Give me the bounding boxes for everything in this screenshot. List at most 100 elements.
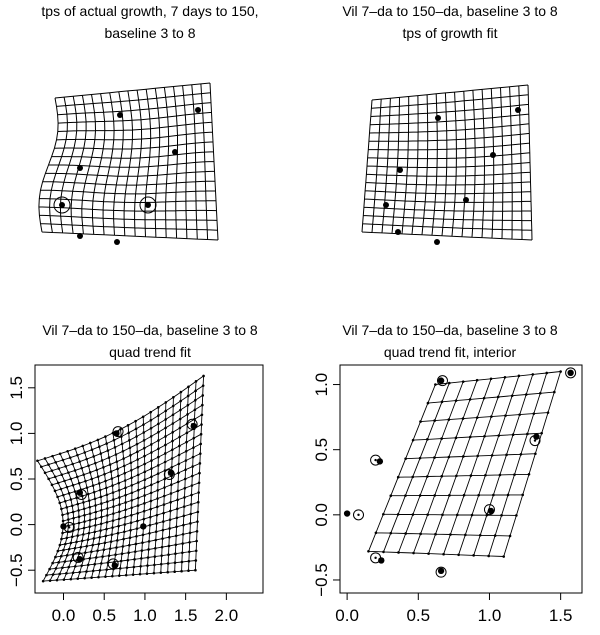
grid-node [108, 547, 112, 550]
grid-node [47, 463, 50, 466]
grid-node [478, 533, 482, 537]
grid-node [104, 534, 108, 538]
grid-node [184, 468, 187, 472]
grid-node [136, 504, 140, 507]
grid-node [73, 546, 77, 550]
deformation-grid-2 [361, 84, 533, 241]
grid-node [177, 453, 181, 457]
grid-node [197, 481, 201, 485]
grid-node [135, 527, 139, 530]
grid-node [61, 519, 65, 523]
grid-node [53, 489, 57, 493]
landmark-point [437, 567, 445, 575]
grid-node [506, 493, 510, 497]
grid-node [194, 549, 198, 553]
grid-node [51, 454, 54, 458]
grid-node [63, 560, 67, 563]
grid-node [129, 461, 133, 465]
grid-node [68, 456, 72, 459]
grid-node [69, 577, 73, 581]
grid-node [60, 537, 63, 541]
grid-node [519, 452, 523, 456]
landmark-open-center [357, 513, 360, 517]
grid-node [98, 488, 102, 492]
grid-node [105, 500, 109, 503]
grid-node [98, 445, 101, 449]
grid-node [475, 378, 479, 382]
grid-node [490, 415, 493, 418]
grid-node [62, 493, 65, 497]
grid-node [490, 454, 494, 457]
landmark-open-circle [63, 521, 75, 533]
grid-node [88, 441, 92, 445]
grid-node [131, 573, 135, 576]
grid-node [122, 537, 125, 541]
y-tick-label: 0.5 [7, 467, 26, 491]
grid-node [149, 410, 153, 414]
x-tick-label: 1.0 [478, 606, 502, 625]
landmarks-1 [53, 107, 201, 245]
grid-node [447, 418, 451, 421]
grid-node [157, 455, 160, 459]
grid-node [195, 539, 198, 543]
grid-node [105, 520, 109, 524]
panel-quad-trend-interior: Vil 7–da to 150–da, baseline 3 to 8 quad… [312, 322, 583, 625]
grid-node [455, 513, 459, 517]
x-tick-label: 0.0 [52, 606, 76, 625]
grid-node [67, 492, 71, 495]
y-tick-label: 0.0 [312, 503, 331, 527]
grid-node [77, 481, 81, 485]
grid-node [69, 477, 73, 481]
landmark-circled [139, 196, 157, 214]
grid-node [163, 477, 167, 481]
grid-node [161, 528, 165, 532]
grid-node [111, 526, 114, 529]
grid-node [412, 551, 415, 555]
grid-node [183, 496, 186, 499]
grid-node [168, 518, 172, 522]
grid-node [130, 506, 133, 510]
grid-node [524, 393, 528, 396]
landmark-point [395, 229, 401, 235]
grid-node [433, 494, 437, 497]
grid-node [139, 565, 142, 568]
landmark-open-center [168, 473, 171, 476]
grid-node [56, 495, 59, 499]
grid-node [88, 518, 92, 522]
grid-node [94, 510, 98, 514]
grid-node [140, 549, 144, 552]
grid-node [136, 450, 139, 454]
grid-node [199, 452, 202, 455]
x-tick-label: 1.5 [174, 606, 198, 625]
landmark-open-circle [107, 558, 119, 570]
grid-node [143, 454, 146, 458]
grid-node [105, 527, 108, 531]
grid-node [71, 510, 75, 514]
grid-node [64, 542, 67, 546]
landmark-point [59, 202, 65, 208]
grid-node [88, 525, 91, 528]
grid-node [162, 511, 165, 515]
grid-node [65, 506, 69, 509]
grid-node [193, 398, 197, 402]
grid-node [124, 501, 127, 504]
grid-node [504, 414, 507, 417]
grid-node [396, 475, 400, 479]
grid-node [447, 455, 451, 459]
grid-node [484, 473, 487, 477]
grid-node [178, 426, 182, 430]
grid-node [172, 395, 175, 399]
grid-node [66, 449, 69, 453]
landmark-open-center [116, 430, 120, 433]
grid-node [178, 435, 181, 439]
grid-node [461, 455, 465, 458]
grid-node [100, 509, 103, 512]
grid-node [178, 444, 181, 448]
grid-node [194, 380, 198, 383]
grid-node [141, 541, 144, 544]
grid-node [143, 462, 146, 466]
panel-2-title-line-1: Vil 7–da to 150–da, baseline 3 to 8 [342, 3, 558, 19]
panel-tps-actual: tps of actual growth, 7 days to 150, bas… [38, 3, 259, 245]
grid-node [147, 548, 150, 551]
landmark-open-circle [112, 426, 124, 438]
